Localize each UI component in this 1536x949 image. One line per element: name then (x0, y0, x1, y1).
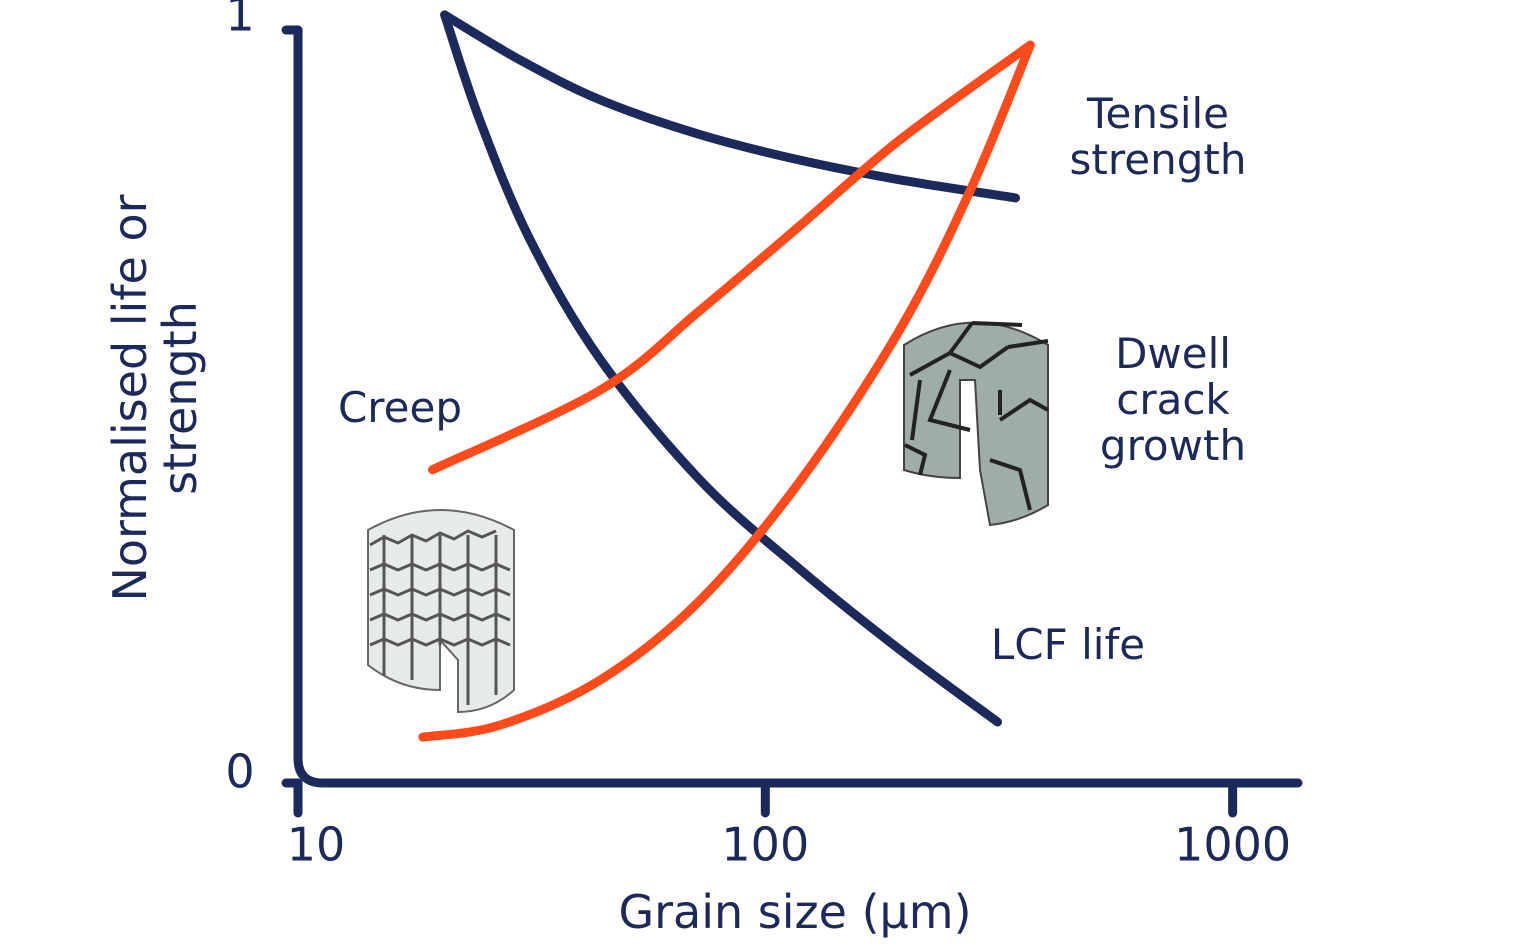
x-tick-label: 100 (721, 818, 809, 872)
series-line (427, 40, 1035, 475)
axis-line (293, 25, 1303, 788)
series-label: LCF life (990, 620, 1146, 669)
fine-grain-illustration (367, 509, 515, 714)
x-axis-title: Grain size (μm) (618, 885, 972, 939)
y-axis-title: Normalised life or strength (103, 194, 207, 602)
series-label: Dwell crack growth (1099, 329, 1247, 470)
y-tick-label: 0 (225, 745, 254, 799)
series-label: Tensile strength (1069, 89, 1247, 184)
x-tick-label: 1000 (1174, 818, 1291, 872)
series-line (440, 10, 1020, 203)
coarse-grain-illustration (903, 321, 1049, 527)
y-tick-label: 1 (225, 0, 254, 42)
series-line (418, 40, 1035, 742)
series-label: Creep (337, 383, 462, 432)
series-line (440, 10, 1003, 727)
x-tick-label: 10 (287, 818, 346, 872)
